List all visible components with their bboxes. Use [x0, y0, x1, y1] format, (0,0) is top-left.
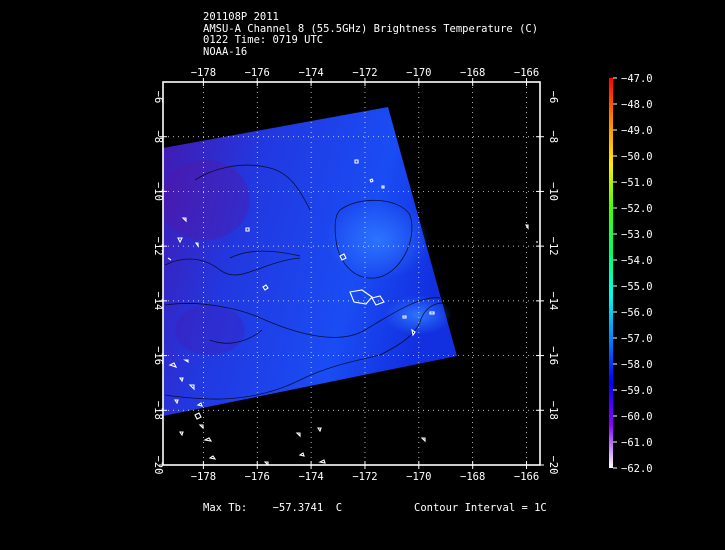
contour-lines — [164, 164, 451, 400]
colorbar-label: −60.0 — [621, 411, 653, 423]
lat-label-right: −8 — [547, 130, 559, 143]
header-satellite: NOAA-16 — [203, 45, 248, 58]
colorbar-label: −51.0 — [621, 177, 653, 189]
lon-label-bottom: −166 — [514, 471, 539, 483]
colorbar-gradient — [609, 78, 613, 468]
header-date: 201108P 2011 — [203, 11, 279, 23]
colorbar-label: −50.0 — [621, 151, 653, 163]
lat-label-right: −12 — [547, 237, 559, 256]
lat-label-right: −14 — [547, 291, 559, 310]
colorbar-label: −61.0 — [621, 437, 653, 449]
colorbar-label: −57.0 — [621, 333, 653, 345]
lat-label-left: −12 — [152, 237, 164, 256]
max-tb-label: Max Tb: — [203, 502, 248, 514]
lat-label-right: −10 — [547, 182, 559, 201]
colorbar-label: −52.0 — [621, 203, 653, 215]
colorbar-labels: −47.0 −48.0 −49.0 −50.0 −51.0 −52.0 −53.0 −54.0… — [613, 73, 653, 475]
lon-label-top: −174 — [298, 67, 323, 79]
lat-label-right: −16 — [547, 346, 559, 365]
lon-label-top: −170 — [406, 67, 431, 79]
colorbar-label: −54.0 — [621, 255, 653, 267]
header-time: 0122 Time: 0719 UTC — [203, 34, 324, 46]
lat-label-left: −16 — [152, 346, 164, 365]
lon-label-bottom: −178 — [191, 471, 216, 483]
colorbar-label: −47.0 — [621, 73, 653, 85]
lat-label-right: −18 — [547, 401, 559, 420]
lon-label-top: −168 — [460, 67, 485, 79]
axis-labels: −178 −178 −176 −176 −174 −174 −172 −172 −170 −170… — [152, 67, 559, 483]
warm-region — [326, 200, 430, 280]
lat-label-left: −8 — [152, 130, 164, 143]
lon-label-bottom: −168 — [460, 471, 485, 483]
colorbar-label: −62.0 — [621, 463, 653, 475]
lon-label-bottom: −170 — [406, 471, 431, 483]
lon-label-top: −172 — [352, 67, 377, 79]
lon-label-bottom: −172 — [352, 471, 377, 483]
lon-label-bottom: −176 — [245, 471, 270, 483]
contour-interval: Contour Interval = 1C — [414, 502, 547, 514]
colorbar-fill — [609, 78, 613, 468]
lat-label-right: −20 — [547, 456, 559, 475]
max-tb-value: −57.3741 — [272, 502, 324, 514]
colorbar-label: −53.0 — [621, 229, 653, 241]
lat-label-left: −18 — [152, 401, 164, 420]
map-frame — [162, 81, 541, 466]
colorbar-label: −59.0 — [621, 385, 653, 397]
lon-label-bottom: −174 — [298, 471, 323, 483]
max-tb-unit: C — [335, 502, 343, 514]
cold-region — [163, 160, 250, 240]
lon-label-top: −166 — [514, 67, 539, 79]
lon-label-top: −178 — [191, 67, 216, 79]
max-tb-readout: Max Tb: −57.3741 C — [203, 502, 342, 514]
lon-label-top: −176 — [245, 67, 270, 79]
satellite-swath — [163, 107, 457, 416]
colorbar-label: −55.0 — [621, 281, 653, 293]
lat-label-left: −10 — [152, 182, 164, 201]
lat-label-right-top: −6 — [547, 91, 559, 104]
lat-label-left-top: −6 — [152, 91, 164, 104]
colorbar-label: −49.0 — [621, 125, 653, 137]
colorbar-label: −56.0 — [621, 307, 653, 319]
lat-label-left: −20 — [152, 456, 164, 475]
colorbar-label: −58.0 — [621, 359, 653, 371]
header-product: AMSU-A Channel 8 (55.5GHz) Brightness Te… — [203, 22, 539, 35]
cold-region-south — [175, 305, 245, 355]
lat-label-left: −14 — [152, 291, 164, 310]
coastlines — [167, 159, 538, 465]
map-ticks — [159, 78, 544, 469]
warm-region-east — [384, 295, 452, 335]
colorbar-label: −48.0 — [621, 99, 653, 111]
map-header: 201108P 2011 AMSU-A Channel 8 (55.5GHz) B… — [203, 11, 539, 58]
